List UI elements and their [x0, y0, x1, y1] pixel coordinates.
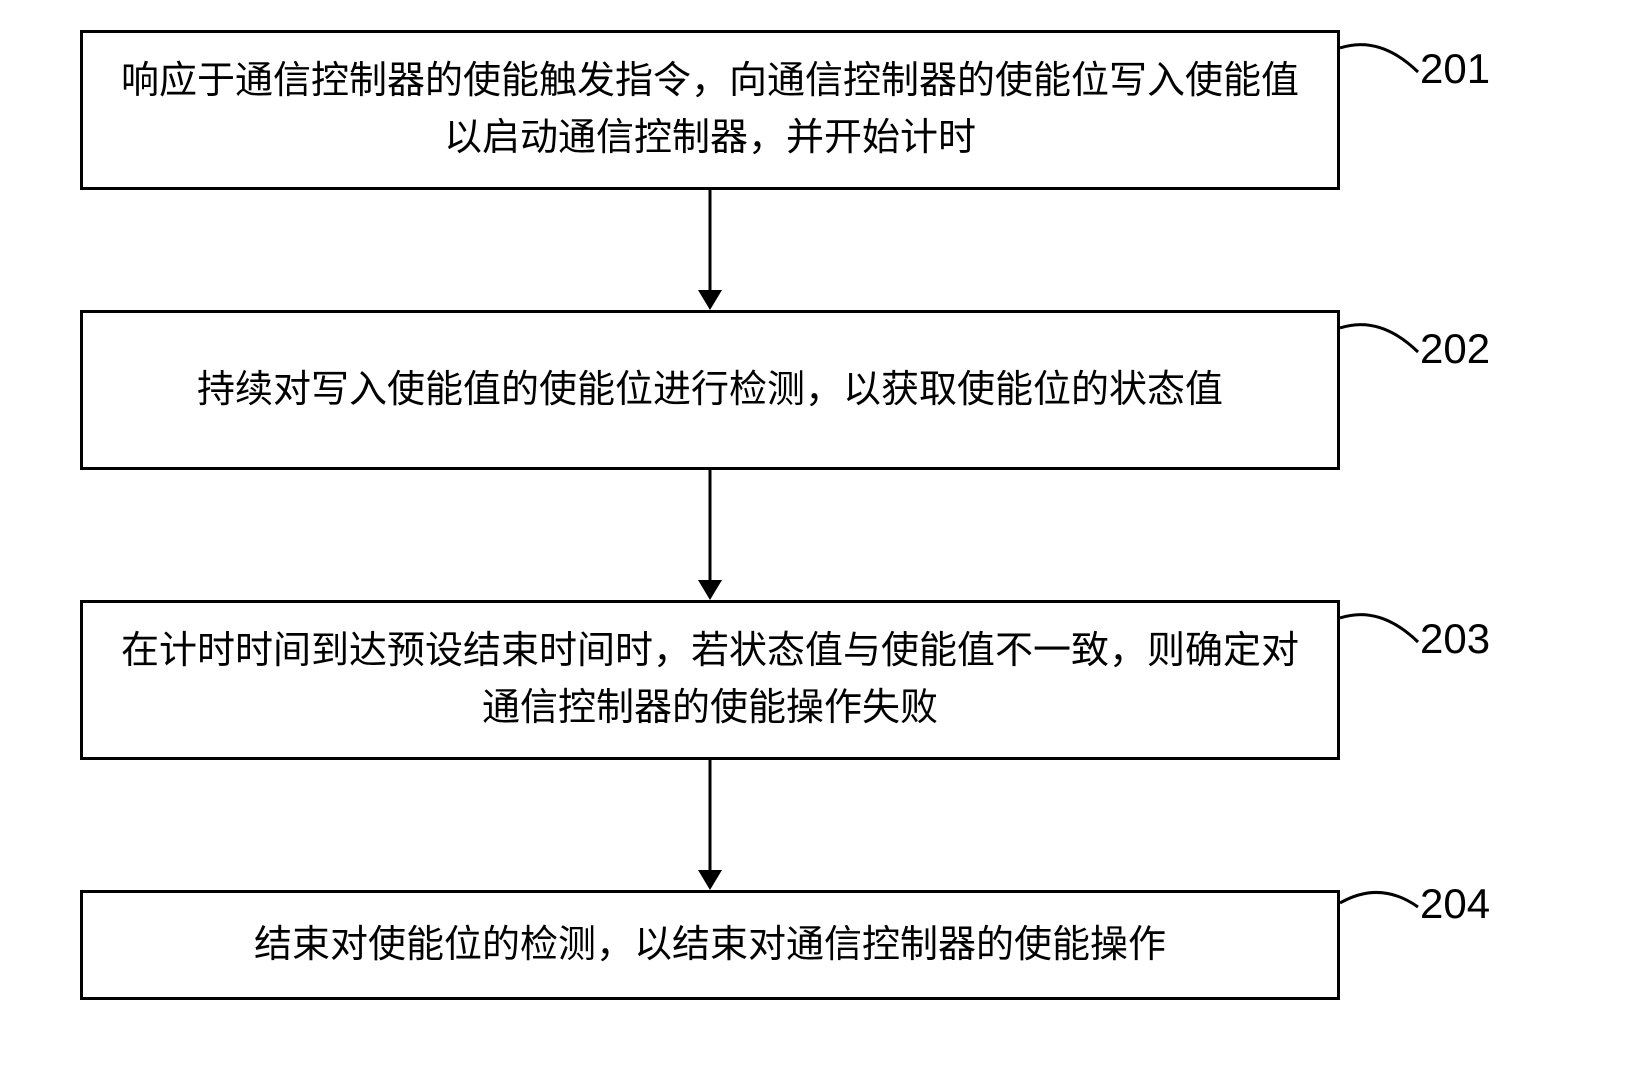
label-curve-204 — [1340, 875, 1425, 935]
step-box-204: 结束对使能位的检测，以结束对通信控制器的使能操作 — [80, 890, 1340, 1000]
arrow-head — [698, 580, 722, 600]
label-curve-201 — [1340, 30, 1425, 90]
arrow-line — [709, 760, 712, 870]
arrow-line — [709, 190, 712, 290]
step-box-203: 在计时时间到达预设结束时间时，若状态值与使能值不一致，则确定对通信控制器的使能操… — [80, 600, 1340, 760]
label-curve-203 — [1340, 600, 1425, 660]
label-curve-202 — [1340, 310, 1425, 370]
step-label-204: 204 — [1420, 880, 1490, 928]
step-text: 结束对使能位的检测，以结束对通信控制器的使能操作 — [254, 917, 1166, 974]
step-box-202: 持续对写入使能值的使能位进行检测，以获取使能位的状态值 — [80, 310, 1340, 470]
arrow-head — [698, 290, 722, 310]
step-text: 响应于通信控制器的使能触发指令，向通信控制器的使能位写入使能值以启动通信控制器，… — [113, 53, 1307, 167]
step-label-203: 203 — [1420, 615, 1490, 663]
step-label-202: 202 — [1420, 325, 1490, 373]
step-text: 持续对写入使能值的使能位进行检测，以获取使能位的状态值 — [197, 362, 1223, 419]
flowchart-container: 响应于通信控制器的使能触发指令，向通信控制器的使能位写入使能值以启动通信控制器，… — [0, 0, 1627, 1090]
arrow-head — [698, 870, 722, 890]
step-label-201: 201 — [1420, 45, 1490, 93]
step-box-201: 响应于通信控制器的使能触发指令，向通信控制器的使能位写入使能值以启动通信控制器，… — [80, 30, 1340, 190]
step-text: 在计时时间到达预设结束时间时，若状态值与使能值不一致，则确定对通信控制器的使能操… — [113, 623, 1307, 737]
arrow-line — [709, 470, 712, 580]
